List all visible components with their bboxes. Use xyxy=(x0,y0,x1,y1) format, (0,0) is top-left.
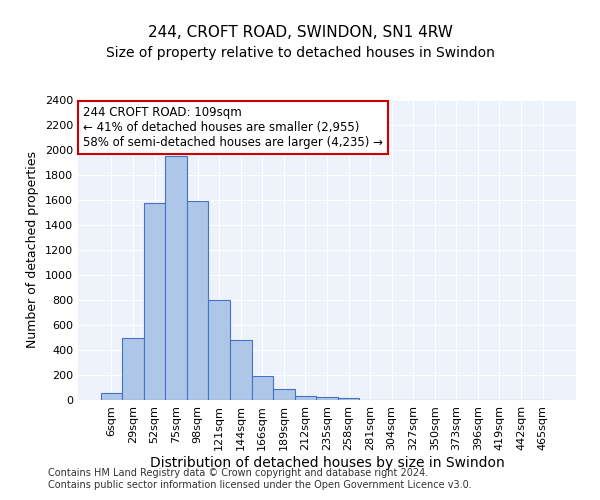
Bar xyxy=(166,156,187,400)
Y-axis label: Number of detached properties: Number of detached properties xyxy=(26,152,40,348)
Bar xyxy=(316,397,338,400)
Bar xyxy=(295,396,316,400)
Bar xyxy=(230,340,251,400)
Bar xyxy=(144,202,166,400)
Bar xyxy=(101,392,122,400)
Text: 244, CROFT ROAD, SWINDON, SN1 4RW: 244, CROFT ROAD, SWINDON, SN1 4RW xyxy=(148,25,452,40)
Bar xyxy=(338,398,359,400)
Text: Contains public sector information licensed under the Open Government Licence v3: Contains public sector information licen… xyxy=(48,480,472,490)
Bar xyxy=(187,201,208,400)
Bar xyxy=(273,389,295,400)
X-axis label: Distribution of detached houses by size in Swindon: Distribution of detached houses by size … xyxy=(149,456,505,469)
Text: Contains HM Land Registry data © Crown copyright and database right 2024.: Contains HM Land Registry data © Crown c… xyxy=(48,468,428,478)
Bar xyxy=(122,338,144,400)
Bar xyxy=(251,376,273,400)
Text: 244 CROFT ROAD: 109sqm
← 41% of detached houses are smaller (2,955)
58% of semi-: 244 CROFT ROAD: 109sqm ← 41% of detached… xyxy=(83,106,383,149)
Bar xyxy=(208,300,230,400)
Text: Size of property relative to detached houses in Swindon: Size of property relative to detached ho… xyxy=(106,46,494,60)
